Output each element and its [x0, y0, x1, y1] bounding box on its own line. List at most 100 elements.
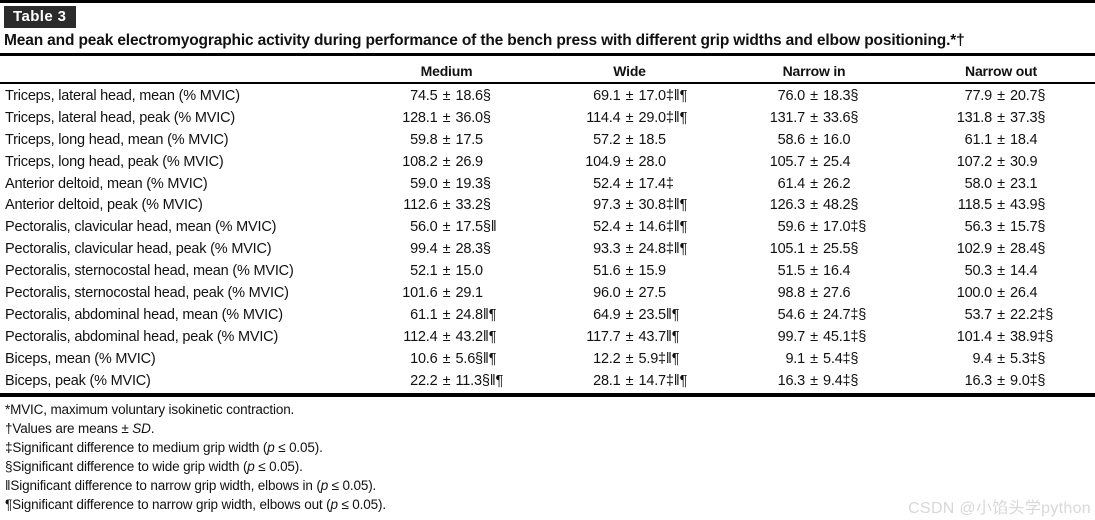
mean-value: 59.0 — [410, 175, 438, 192]
value-cell: 77.9 ±20.7§ — [907, 88, 1095, 104]
mean-value: 104.9 — [585, 153, 621, 170]
plus-minus-sign: ± — [442, 219, 451, 236]
value-cell: 112.6 ±33.2§ — [355, 197, 538, 213]
sd-value: 30.8‡‖¶ — [638, 197, 688, 214]
plus-minus-sign: ± — [625, 328, 634, 345]
value-cell: 69.1 ±17.0‡‖¶ — [538, 88, 721, 104]
plus-minus-sign: ± — [442, 153, 451, 170]
column-header-row: Medium Wide Narrow in Narrow out — [0, 60, 1095, 82]
value-cell: 76.0 ±18.3§ — [721, 88, 907, 104]
sd-value: 18.6§ — [455, 87, 491, 104]
plus-minus-sign: ± — [625, 197, 634, 214]
value-cell: 99.4 ±28.3§ — [355, 241, 538, 257]
value-cell: 128.1 ±36.0§ — [355, 110, 538, 126]
table-row: Pectoralis, sternocostal head, mean (% M… — [0, 260, 1095, 282]
footnote-italic-text: p — [267, 439, 275, 455]
row-label: Anterior deltoid, peak (% MVIC) — [5, 197, 203, 214]
plus-minus-sign: ± — [810, 241, 818, 258]
plus-minus-sign: ± — [625, 87, 634, 104]
value-cell: 101.6 ±29.1 — [355, 285, 538, 301]
table-row: Anterior deltoid, mean (% MVIC) 59.0 ±19.3… — [0, 173, 1095, 195]
value-cell: 96.0 ±27.5 — [538, 285, 721, 301]
plus-minus-sign: ± — [625, 109, 634, 126]
csdn-watermark: CSDN @小馅头学python — [908, 500, 1091, 517]
footnote: †Values are means ± SD. — [5, 420, 386, 439]
sd-value: 15.7§ — [1010, 219, 1046, 236]
sd-value: 25.5§ — [823, 241, 859, 258]
footnote-text: ≤ 0.05). — [328, 477, 377, 493]
mean-value: 52.4 — [593, 219, 621, 236]
mean-value: 9.4 — [972, 350, 992, 367]
plus-minus-sign: ± — [997, 372, 1005, 389]
footnote: §Significant difference to wide grip wid… — [5, 458, 386, 477]
plus-minus-sign: ± — [810, 263, 818, 280]
table-row: Triceps, long head, peak (% MVIC) 108.2 ±2… — [0, 151, 1095, 173]
table-row: Biceps, peak (% MVIC) 22.2 ±11.3§‖¶ 28.1 ±14… — [0, 370, 1095, 392]
mean-value: 99.4 — [410, 241, 438, 258]
plus-minus-sign: ± — [997, 328, 1005, 345]
row-label: Pectoralis, sternocostal head, mean (% M… — [5, 263, 294, 280]
value-cell: 9.4 ±5.3‡§ — [907, 351, 1095, 367]
footnote-text: ‖Significant difference to narrow grip w… — [5, 477, 321, 493]
mean-value: 16.3 — [777, 372, 806, 389]
mean-value: 22.2 — [410, 372, 438, 389]
value-cell: 58.6 ±16.0 — [721, 132, 907, 148]
plus-minus-sign: ± — [442, 87, 451, 104]
sd-value: 16.4 — [823, 263, 851, 280]
footnote: ¶Significant difference to narrow grip w… — [5, 496, 386, 515]
plus-minus-sign: ± — [997, 175, 1005, 192]
mean-value: 28.1 — [593, 372, 621, 389]
mean-value: 61.4 — [777, 175, 806, 192]
table-row: Pectoralis, clavicular head, peak (% MVI… — [0, 238, 1095, 260]
sd-value: 14.4 — [1010, 263, 1038, 280]
mean-value: 51.5 — [777, 263, 806, 280]
mean-value: 51.6 — [593, 263, 621, 280]
plus-minus-sign: ± — [810, 197, 818, 214]
row-label: Pectoralis, abdominal head, peak (% MVIC… — [5, 328, 279, 345]
plus-minus-sign: ± — [625, 263, 634, 280]
table-body: Triceps, lateral head, mean (% MVIC) 74.5… — [0, 85, 1095, 391]
value-cell: 16.3 ±9.0‡§ — [907, 373, 1095, 389]
sd-value: 30.9 — [1010, 153, 1038, 170]
sd-value: 24.8‖¶ — [455, 306, 497, 323]
mean-value: 93.3 — [593, 241, 621, 258]
value-cell: 131.7 ±33.6§ — [721, 110, 907, 126]
footnote-italic-text: p — [247, 458, 255, 474]
plus-minus-sign: ± — [997, 263, 1005, 280]
value-cell: 104.9 ±28.0 — [538, 154, 721, 170]
mean-value: 101.6 — [402, 284, 438, 301]
footnote-text: ≤ 0.05). — [337, 496, 386, 512]
value-cell: 101.4 ±38.9‡§ — [907, 329, 1095, 345]
sd-value: 20.7§ — [1010, 87, 1046, 104]
value-cell: 51.5 ±16.4 — [721, 263, 907, 279]
value-cell: 10.6 ±5.6§‖¶ — [355, 351, 538, 367]
mean-value: 56.3 — [964, 219, 993, 236]
plus-minus-sign: ± — [810, 87, 818, 104]
value-cell: 105.1 ±25.5§ — [721, 241, 907, 257]
plus-minus-sign: ± — [997, 350, 1005, 367]
value-cell: 61.1 ±18.4 — [907, 132, 1095, 148]
table-bottom-divider — [0, 393, 1095, 397]
mean-value: 101.4 — [956, 328, 992, 345]
footnotes-block: *MVIC, maximum voluntary isokinetic cont… — [5, 401, 386, 514]
footnote: ‖Significant difference to narrow grip w… — [5, 477, 386, 496]
mean-value: 58.0 — [964, 175, 993, 192]
mean-value: 126.3 — [769, 197, 805, 214]
sd-value: 14.7‡‖¶ — [638, 372, 688, 389]
value-cell: 97.3 ±30.8‡‖¶ — [538, 197, 721, 213]
value-cell: 54.6 ±24.7‡§ — [721, 307, 907, 323]
plus-minus-sign: ± — [442, 109, 451, 126]
mean-value: 53.7 — [964, 306, 993, 323]
value-cell: 117.7 ±43.7‖¶ — [538, 329, 721, 345]
value-cell: 100.0 ±26.4 — [907, 285, 1095, 301]
mean-value: 131.8 — [956, 109, 992, 126]
mean-value: 105.7 — [769, 153, 805, 170]
plus-minus-sign: ± — [442, 350, 451, 367]
mean-value: 128.1 — [402, 109, 438, 126]
sd-value: 27.6 — [823, 284, 851, 301]
footnote-text: *MVIC, maximum voluntary isokinetic cont… — [5, 402, 295, 417]
mean-value: 99.7 — [777, 328, 806, 345]
table-row: Pectoralis, sternocostal head, peak (% M… — [0, 282, 1095, 304]
row-label: Pectoralis, abdominal head, mean (% MVIC… — [5, 306, 283, 323]
value-cell: 59.6 ±17.0‡§ — [721, 219, 907, 235]
